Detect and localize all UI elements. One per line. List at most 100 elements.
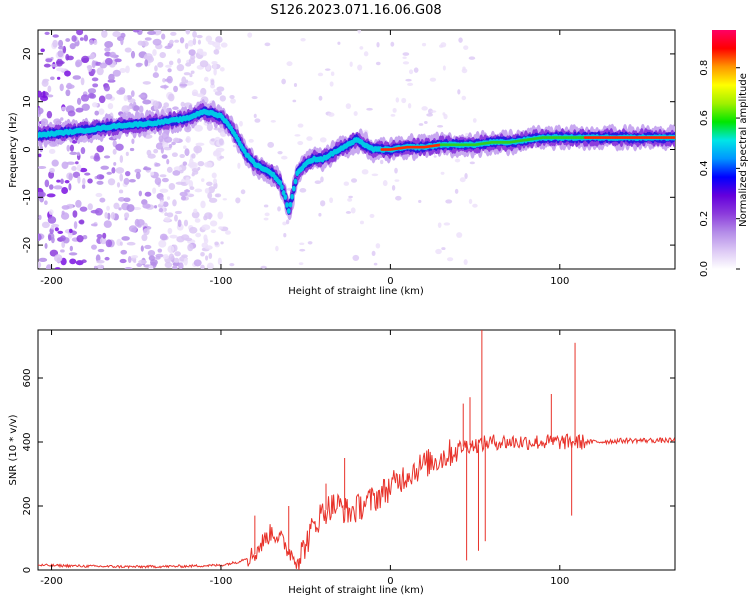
noise-blob	[102, 232, 107, 239]
noise-blob	[169, 39, 174, 45]
noise-blob	[184, 237, 193, 242]
noise-blob	[443, 222, 451, 226]
noise-blob	[38, 214, 42, 220]
noise-blob	[96, 259, 105, 264]
noise-blob	[103, 84, 110, 92]
noise-blob	[119, 155, 124, 163]
noise-blob	[159, 174, 167, 178]
ridge-core	[293, 178, 298, 185]
noise-blob	[104, 212, 108, 219]
noise-blob	[100, 165, 110, 170]
noise-blob	[79, 37, 84, 41]
noise-blob	[137, 40, 144, 46]
noise-blob	[472, 118, 477, 123]
noise-blob	[87, 65, 93, 72]
noise-blob	[158, 239, 167, 248]
noise-blob	[200, 251, 205, 257]
noise-blob	[294, 134, 301, 137]
noise-blob	[329, 197, 334, 204]
noise-blob	[91, 102, 98, 108]
noise-blob	[439, 44, 444, 48]
noise-blob	[214, 241, 219, 246]
noise-blob	[81, 103, 90, 111]
noise-blob	[183, 145, 187, 150]
noise-blob	[347, 197, 353, 202]
noise-blob	[174, 210, 183, 215]
noise-blob	[162, 254, 169, 260]
bottom-y-ticks: 0 200 400 600	[22, 368, 675, 573]
noise-blob	[463, 45, 469, 50]
noise-blob	[119, 68, 127, 74]
noise-blob	[135, 62, 142, 68]
noise-blob	[140, 245, 144, 252]
noise-blob	[363, 51, 369, 57]
noise-blob	[418, 199, 422, 204]
noise-blob	[77, 175, 81, 184]
noise-blob	[60, 178, 64, 185]
noise-blob	[61, 106, 66, 111]
noise-blob	[281, 155, 288, 160]
noise-blob	[172, 199, 177, 207]
noise-blob	[164, 261, 173, 268]
noise-blob	[51, 159, 59, 167]
noise-blob	[136, 219, 145, 226]
noise-blob	[162, 78, 166, 83]
noise-blob	[160, 85, 169, 89]
noise-blob	[206, 262, 214, 269]
noise-blob	[54, 267, 61, 269]
noise-blob	[171, 152, 178, 158]
noise-blob	[142, 203, 151, 209]
noise-blob	[210, 79, 215, 86]
noise-blob	[60, 235, 66, 242]
noise-blob	[79, 206, 88, 212]
noise-blob	[38, 261, 42, 269]
noise-blob	[103, 220, 112, 228]
noise-blob	[80, 94, 90, 102]
noise-blob	[179, 154, 186, 159]
noise-blob	[126, 204, 135, 212]
noise-blob	[213, 49, 220, 55]
noise-blob	[51, 236, 55, 244]
noise-blob	[113, 161, 117, 166]
noise-blob	[99, 62, 108, 69]
noise-blob	[99, 197, 106, 203]
noise-blob	[461, 95, 467, 101]
noise-blob	[48, 234, 52, 242]
noise-blob	[82, 235, 88, 240]
noise-blob	[121, 236, 130, 241]
noise-blob	[47, 216, 57, 224]
noise-blob	[369, 213, 375, 219]
noise-blob	[191, 211, 200, 219]
noise-blob	[167, 245, 175, 254]
noise-blob	[307, 241, 313, 245]
noise-blob	[306, 136, 313, 141]
noise-blob	[90, 223, 98, 227]
noise-blob	[281, 78, 286, 85]
colorbar-tick-label: 0.8	[699, 60, 710, 76]
noise-blob	[229, 94, 235, 99]
noise-blob	[57, 230, 64, 234]
noise-blob	[90, 209, 100, 214]
noise-blob	[57, 45, 64, 50]
noise-blob	[421, 42, 427, 47]
noise-blob	[418, 123, 424, 126]
noise-blob	[213, 178, 218, 185]
noise-blob	[201, 178, 205, 182]
y-tick-label: 200	[22, 496, 33, 515]
noise-blob	[162, 201, 169, 208]
top-x-axis-label: Height of straight line (km)	[288, 286, 424, 297]
noise-blob	[147, 153, 156, 159]
noise-blob	[454, 158, 461, 163]
noise-blob	[413, 67, 419, 73]
noise-blob	[456, 232, 463, 238]
noise-blob	[174, 214, 178, 222]
noise-blob	[81, 259, 87, 264]
noise-blob	[464, 172, 468, 179]
noise-blob	[44, 243, 48, 249]
noise-blob	[218, 226, 223, 230]
noise-blob	[55, 60, 65, 65]
noise-blob	[359, 220, 364, 225]
noise-blob	[248, 138, 254, 143]
noise-blob	[203, 234, 208, 242]
